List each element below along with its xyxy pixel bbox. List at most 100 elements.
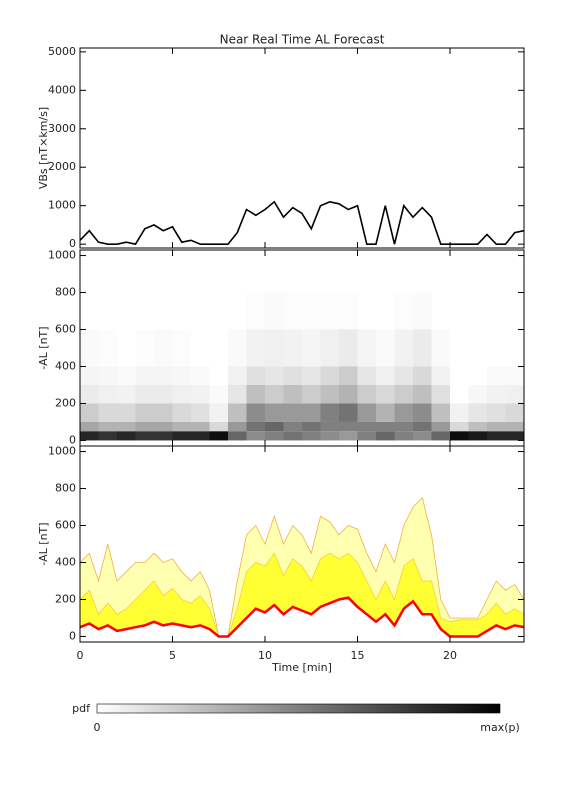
heat-cell [376, 421, 395, 432]
heat-cell [246, 421, 265, 432]
heat-cell [228, 292, 247, 330]
colorbar-min: 0 [94, 721, 101, 734]
plot-area [80, 292, 524, 441]
heat-cell [431, 431, 450, 441]
y-tick-label: 1000 [48, 249, 76, 262]
x-tick-label: 10 [258, 649, 272, 662]
heat-cell [283, 421, 302, 432]
heat-cell [413, 384, 432, 404]
x-axis-label: Time [min] [271, 661, 332, 674]
heat-cell [228, 366, 247, 385]
heat-cell [505, 431, 524, 441]
heat-cell [283, 366, 302, 385]
heat-cell [191, 366, 210, 385]
heat-cell [98, 403, 117, 422]
heat-cell [413, 421, 432, 432]
heat-cell [320, 366, 339, 385]
heat-cell [80, 329, 99, 367]
heat-cell [283, 329, 302, 367]
heat-cell [376, 403, 395, 422]
chart-title: Near Real Time AL Forecast [220, 33, 385, 47]
heat-cell [431, 384, 450, 404]
y-tick-label: 200 [55, 592, 76, 605]
heat-cell [283, 403, 302, 422]
heat-cell [172, 366, 191, 385]
heat-cell [98, 431, 117, 441]
heat-cell [154, 292, 173, 330]
heat-cell [172, 421, 191, 432]
heat-cell [505, 384, 524, 404]
heat-cell [339, 403, 358, 422]
heat-cell [320, 292, 339, 330]
heat-cell [209, 403, 228, 422]
heat-cell [468, 421, 487, 432]
y-tick-label: 0 [69, 433, 76, 446]
heat-cell [135, 421, 154, 432]
x-tick-label: 15 [351, 649, 365, 662]
heat-cell [209, 384, 228, 404]
heat-cell [135, 384, 154, 404]
heat-cell [302, 403, 321, 422]
heat-cell [357, 384, 376, 404]
heat-cell [357, 431, 376, 441]
heat-cell [487, 366, 506, 385]
heat-cell [302, 329, 321, 367]
heat-cell [450, 384, 469, 404]
heat-cell [339, 329, 358, 367]
heat-cell [487, 329, 506, 367]
data-line [80, 200, 524, 246]
heat-cell [246, 403, 265, 422]
heat-cell [80, 431, 99, 441]
heat-cell [209, 329, 228, 367]
heat-cell [265, 431, 284, 441]
heat-cell [376, 366, 395, 385]
heat-cell [450, 366, 469, 385]
heat-cell [505, 403, 524, 422]
heat-cell [80, 421, 99, 432]
heat-cell [413, 403, 432, 422]
heat-cell [265, 292, 284, 330]
heat-cell [450, 431, 469, 441]
heat-cell [209, 431, 228, 441]
x-tick-label: 0 [77, 649, 84, 662]
y-axis-label: VBs [nT×km/s] [37, 107, 50, 189]
heat-cell [117, 292, 136, 330]
heat-cell [431, 329, 450, 367]
heat-cell [357, 329, 376, 367]
heat-cell [154, 384, 173, 404]
panel-frame [79, 47, 525, 249]
heat-cell [80, 366, 99, 385]
heat-cell [265, 421, 284, 432]
heat-cell [394, 403, 413, 422]
heat-cell [265, 384, 284, 404]
heat-cell [376, 384, 395, 404]
heat-cell [450, 292, 469, 330]
heat-cell [487, 421, 506, 432]
heat-cell [154, 431, 173, 441]
heat-cell [117, 403, 136, 422]
heat-cell [228, 329, 247, 367]
y-tick-label: 4000 [48, 83, 76, 96]
heat-cell [413, 431, 432, 441]
heat-cell [246, 292, 265, 330]
heat-cell [431, 292, 450, 330]
heat-cell [394, 366, 413, 385]
y-tick-label: 800 [55, 482, 76, 495]
heat-cell [320, 431, 339, 441]
heat-cell [98, 366, 117, 385]
heat-cell [154, 366, 173, 385]
heat-cell [117, 431, 136, 441]
heat-cell [320, 421, 339, 432]
heat-cell [283, 431, 302, 441]
heat-cell [135, 431, 154, 441]
heat-cell [320, 403, 339, 422]
y-tick-label: 400 [55, 555, 76, 568]
heat-cell [339, 421, 358, 432]
y-tick-label: 3000 [48, 122, 76, 135]
heat-cell [172, 384, 191, 404]
heat-cell [413, 292, 432, 330]
heat-cell [302, 421, 321, 432]
y-axis-label: -AL [nT] [37, 326, 50, 369]
y-tick-label: 600 [55, 519, 76, 532]
